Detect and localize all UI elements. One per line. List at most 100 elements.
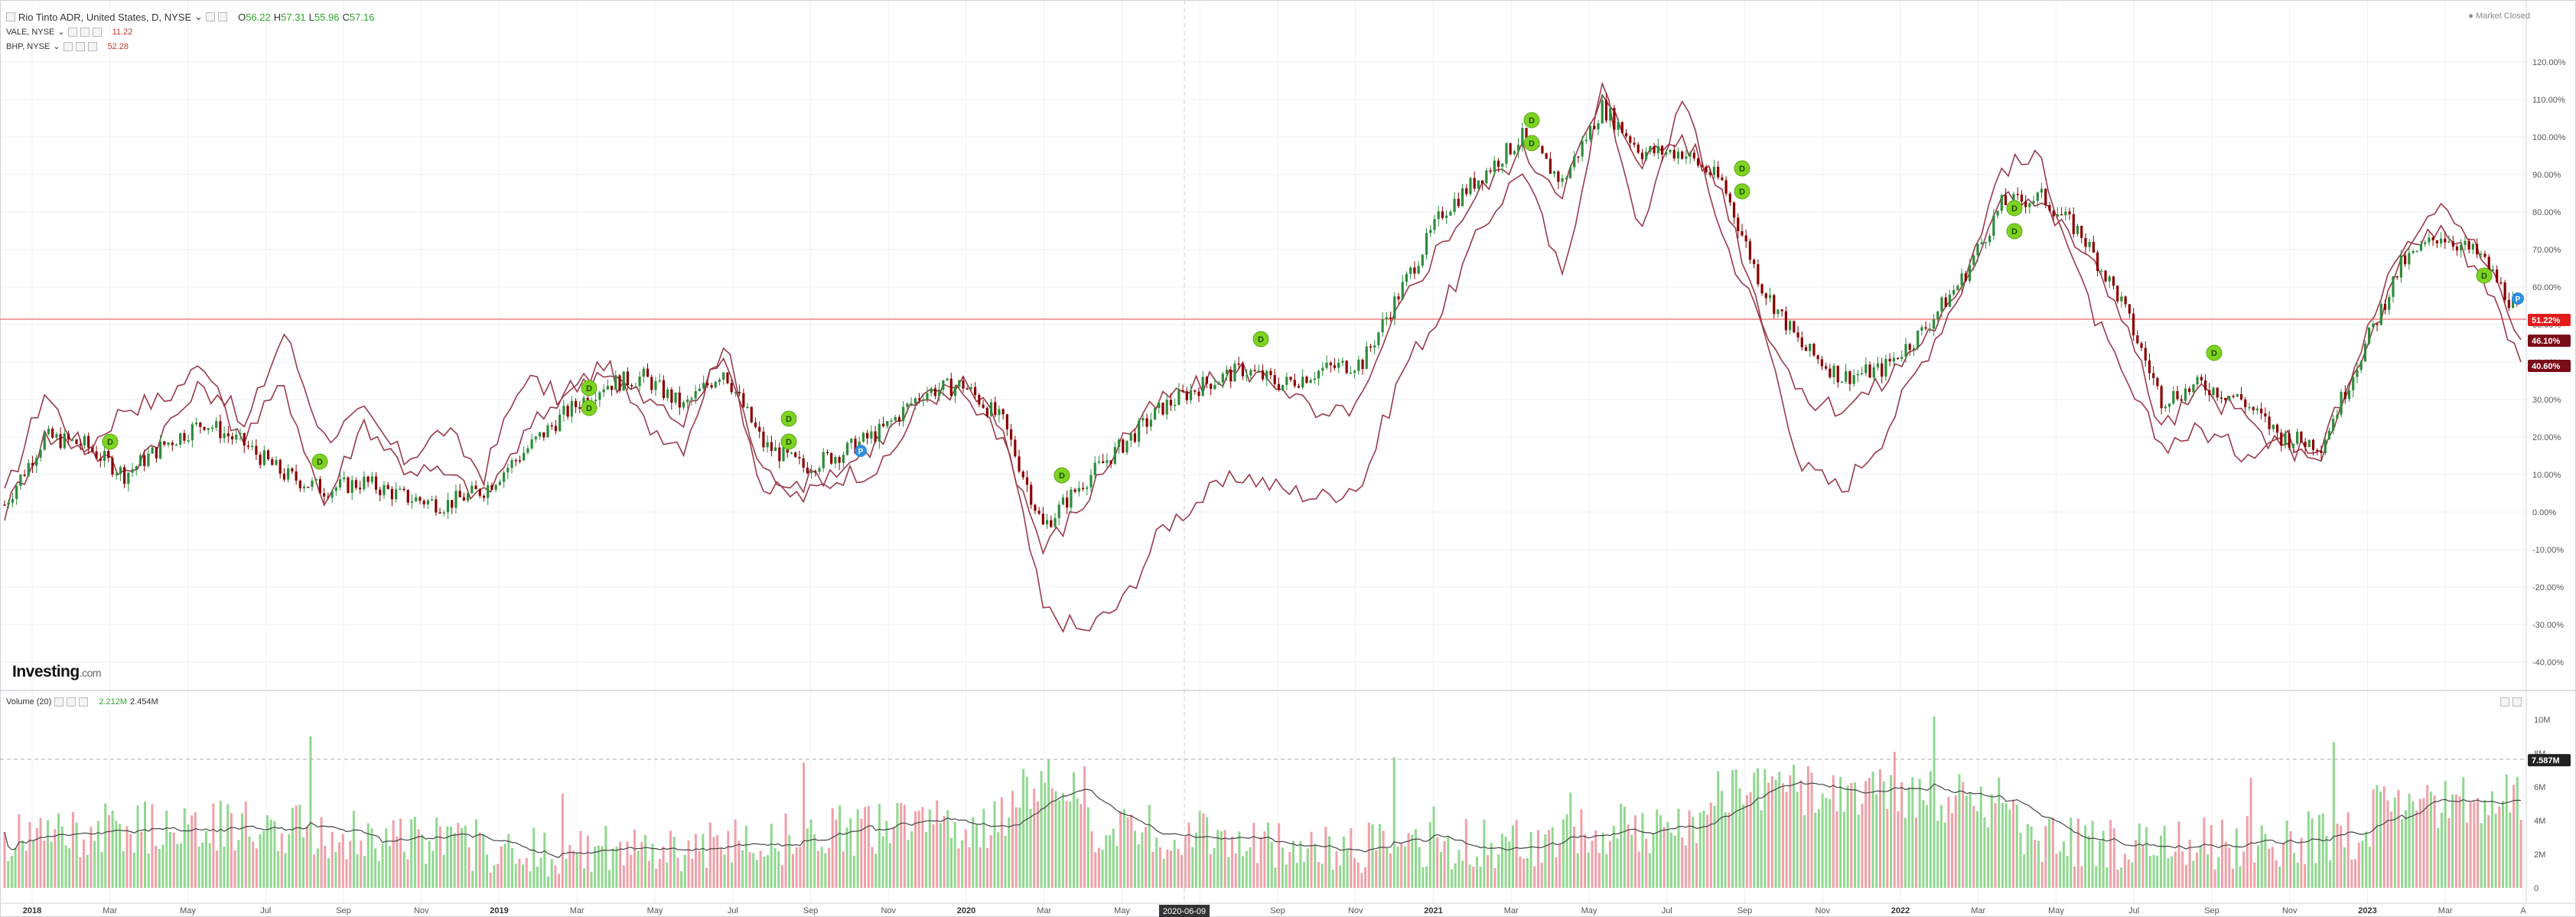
dividend-marker-icon[interactable] xyxy=(2006,223,2023,240)
logo-main: Investing xyxy=(12,663,80,680)
dividend-marker-icon[interactable] xyxy=(2006,200,2023,217)
candle-body xyxy=(1429,230,1432,233)
time-tick-label: Nov xyxy=(881,906,896,915)
dividend-marker-icon[interactable] xyxy=(780,433,797,450)
dividend-marker-icon[interactable] xyxy=(102,433,119,450)
volume-bar xyxy=(1011,791,1014,888)
dividend-marker-icon[interactable] xyxy=(581,400,598,416)
close-icon[interactable] xyxy=(218,12,228,21)
close-icon[interactable] xyxy=(87,41,97,51)
candle-body xyxy=(123,467,126,485)
restore-icon[interactable] xyxy=(2512,697,2522,707)
settings-icon[interactable] xyxy=(67,697,77,707)
volume-bar xyxy=(125,826,129,888)
chevron-down-icon[interactable]: ⌄ xyxy=(57,28,65,37)
time-tick-label: 2021 xyxy=(1424,906,1442,915)
dividend-marker-icon[interactable] xyxy=(2206,344,2223,361)
chevron-down-icon[interactable]: ⌄ xyxy=(53,42,60,51)
compare-label-bhp[interactable]: BHP, NYSE xyxy=(6,41,50,51)
volume-bar xyxy=(2365,831,2368,888)
maximize-icon[interactable] xyxy=(2500,697,2509,707)
candle-body xyxy=(534,436,537,439)
candle-body xyxy=(1996,210,1999,216)
price-tick-label: 0.00% xyxy=(2532,508,2556,517)
close-icon[interactable] xyxy=(79,697,89,707)
dividend-marker-label: D xyxy=(786,415,792,424)
volume-bar xyxy=(539,857,542,888)
settings-icon[interactable] xyxy=(206,12,216,21)
volume-bar xyxy=(1778,772,1781,888)
candle-body xyxy=(890,420,893,422)
candle-body xyxy=(826,452,829,454)
chevron-down-icon[interactable]: ⌄ xyxy=(194,11,204,22)
volume-bar xyxy=(396,836,399,888)
eye-icon[interactable] xyxy=(63,41,73,51)
volume-bar xyxy=(1717,771,1720,888)
volume-bar xyxy=(2404,810,2407,888)
volume-bar xyxy=(2156,855,2159,888)
collapse-icon[interactable] xyxy=(6,12,15,21)
volume-bar xyxy=(1004,835,1007,888)
candle-body xyxy=(1149,419,1152,427)
volume-label[interactable]: Volume (20) xyxy=(6,697,52,707)
volume-bar xyxy=(993,801,996,888)
dividend-marker-icon[interactable] xyxy=(1054,467,1070,484)
volume-bar xyxy=(752,853,755,888)
candle-body xyxy=(938,390,941,396)
candle-body xyxy=(167,442,170,445)
volume-bar xyxy=(1353,857,1356,888)
dividend-marker-icon[interactable] xyxy=(1523,135,1540,152)
volume-bar xyxy=(1126,817,1129,888)
volume-bar xyxy=(1040,771,1043,888)
candle-body xyxy=(1665,152,1668,155)
time-tick-label: Mar xyxy=(1504,906,1519,915)
symbol-title[interactable]: Rio Tinto ADR, United States, D, NYSE xyxy=(18,11,192,23)
volume-badge-label: 7.587M xyxy=(2532,756,2560,765)
volume-bar xyxy=(2379,791,2382,888)
dividend-marker-icon[interactable] xyxy=(311,453,328,470)
candle-body xyxy=(1584,139,1588,142)
dividend-marker-icon[interactable] xyxy=(1523,112,1540,129)
candle-body xyxy=(1653,146,1656,154)
settings-icon[interactable] xyxy=(75,41,85,51)
candle-body xyxy=(2116,286,2119,302)
event-marker-icon[interactable] xyxy=(855,445,867,457)
volume-bar xyxy=(1745,795,1748,888)
candle-body xyxy=(95,451,98,459)
volume-bar xyxy=(658,859,661,888)
volume-bar xyxy=(1392,757,1395,888)
compare-label-vale[interactable]: VALE, NYSE xyxy=(6,27,55,37)
settings-icon[interactable] xyxy=(80,27,90,37)
candle-body xyxy=(2431,237,2434,241)
close-icon[interactable] xyxy=(92,27,102,37)
candle-body xyxy=(282,473,286,480)
volume-bar xyxy=(2386,800,2389,888)
volume-bar xyxy=(2332,742,2335,888)
candle-body xyxy=(151,447,154,454)
volume-bar xyxy=(550,859,553,888)
volume-bar xyxy=(1414,828,1417,888)
dividend-marker-icon[interactable] xyxy=(1734,160,1750,177)
candle-body xyxy=(243,432,246,446)
eye-icon[interactable] xyxy=(67,27,77,37)
candle-body xyxy=(207,428,210,430)
volume-bar xyxy=(2102,831,2105,888)
candle-body xyxy=(259,454,262,465)
candle-body xyxy=(91,447,94,452)
candle-body xyxy=(1246,375,1249,377)
volume-bar xyxy=(1267,822,1270,888)
volume-bar xyxy=(1187,822,1190,888)
candle-body xyxy=(2487,256,2490,272)
volume-bar xyxy=(370,828,373,888)
candle-body xyxy=(2216,387,2219,398)
dividend-marker-icon[interactable] xyxy=(1252,331,1269,348)
volume-bar xyxy=(2260,825,2263,888)
price-candles xyxy=(3,93,2519,529)
dividend-marker-icon[interactable] xyxy=(581,380,598,396)
event-marker-icon[interactable] xyxy=(2512,292,2524,305)
candle-body xyxy=(1988,236,1991,243)
dividend-marker-icon[interactable] xyxy=(1734,183,1750,200)
eye-icon[interactable] xyxy=(54,697,64,707)
dividend-marker-icon[interactable] xyxy=(780,410,797,427)
dividend-marker-icon[interactable] xyxy=(2476,267,2493,284)
